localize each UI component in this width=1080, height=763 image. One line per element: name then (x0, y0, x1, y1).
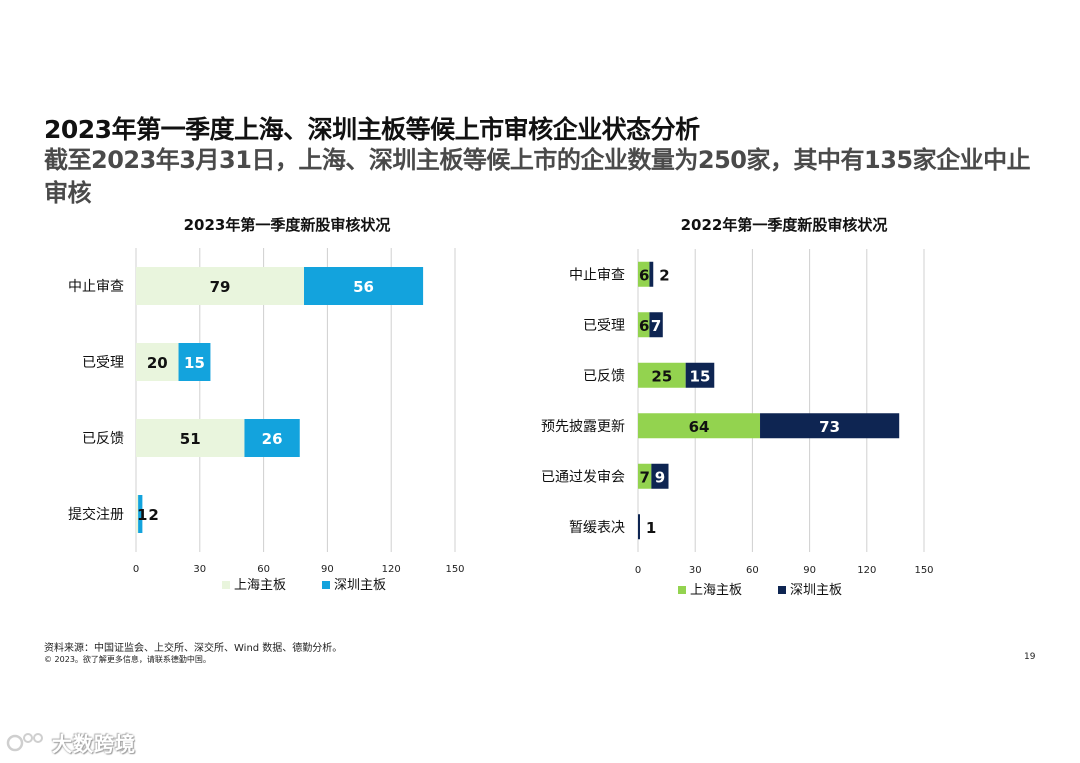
bar-shanghai (638, 261, 650, 287)
legend-label: 深圳主板 (790, 583, 842, 598)
bar-shenzhen (178, 343, 211, 381)
chart-title: 2023年第一季度新股审核状况 (184, 216, 391, 234)
category-label: 已反馈 (583, 368, 625, 384)
data-label: 15 (184, 354, 205, 372)
data-label: 7 (651, 317, 661, 335)
data-label: 7 (639, 468, 649, 486)
x-tick-label: 0 (133, 564, 139, 575)
x-tick-label: 120 (857, 565, 876, 576)
bar-shenzhen (138, 495, 143, 533)
bar-shenzhen (304, 267, 424, 305)
category-label: 中止审查 (569, 267, 625, 283)
x-tick-label: 150 (445, 564, 464, 575)
legend-label: 上海主板 (690, 583, 742, 598)
data-label: 64 (689, 418, 710, 436)
source-note: 资料来源：中国证监会、上交所、深交所、Wind 数据、德勤分析。 (44, 643, 343, 654)
page-number: 19 (1024, 652, 1036, 662)
bar-shanghai (638, 463, 652, 489)
bar-shanghai (638, 413, 761, 439)
x-tick-label: 60 (257, 564, 270, 575)
bar-shenzhen (760, 413, 900, 439)
data-label: 73 (819, 418, 840, 436)
category-label: 已反馈 (82, 431, 124, 447)
bar-shanghai (136, 343, 179, 381)
category-label: 暂缓表决 (569, 520, 625, 536)
data-label: 2 (659, 266, 669, 284)
bar-shanghai (136, 495, 139, 533)
data-label: 15 (690, 367, 711, 385)
legend-swatch (322, 581, 330, 589)
x-tick-label: 120 (382, 564, 401, 575)
data-label: 2 (148, 506, 158, 524)
bar-shenzhen (685, 362, 715, 388)
watermark-logo-icon (6, 733, 43, 752)
watermark-text: 大数跨境 (52, 731, 136, 756)
category-label: 预先披露更新 (541, 419, 625, 435)
data-label: 6 (639, 317, 649, 335)
bar-shanghai (638, 362, 686, 388)
bar-shenzhen (649, 312, 663, 338)
data-label: 9 (655, 468, 665, 486)
legend-label: 上海主板 (234, 578, 286, 593)
data-label: 51 (180, 430, 201, 448)
data-label: 6 (639, 266, 649, 284)
x-tick-label: 0 (635, 565, 641, 576)
data-label: 25 (651, 367, 672, 385)
category-label: 提交注册 (68, 506, 124, 523)
bar-shanghai (136, 419, 245, 457)
data-label: 79 (210, 278, 231, 296)
data-label: 1 (646, 519, 656, 537)
legend-swatch (778, 586, 786, 594)
x-tick-label: 90 (803, 565, 816, 576)
category-label: 已受理 (82, 355, 124, 371)
copyright-note: © 2023。欲了解更多信息，请联系德勤中国。 (44, 655, 211, 664)
category-label: 中止审查 (68, 279, 124, 295)
legend-label: 深圳主板 (334, 578, 386, 593)
page-title: 2023年第一季度上海、深圳主板等候上市审核企业状态分析 (44, 115, 700, 144)
watermark: 大数跨境 (6, 727, 136, 757)
bar-shenzhen (638, 514, 640, 540)
category-label: 已受理 (583, 318, 625, 334)
data-label: 1 (137, 506, 147, 524)
x-tick-label: 30 (193, 564, 206, 575)
data-label: 56 (353, 278, 374, 296)
x-tick-label: 150 (914, 565, 933, 576)
bar-shenzhen (244, 419, 300, 457)
legend-swatch (678, 586, 686, 594)
page-subtitle: 截至2023年3月31日，上海、深圳主板等候上市的企业数量为250家，其中有13… (44, 146, 1031, 207)
bar-shanghai (136, 267, 305, 305)
bar-shenzhen (649, 261, 654, 287)
chart-title: 2022年第一季度新股审核状况 (681, 216, 888, 234)
x-tick-label: 90 (321, 564, 334, 575)
category-label: 已通过发审会 (541, 469, 625, 485)
bar-shanghai (638, 312, 650, 338)
bar-shenzhen (651, 463, 669, 489)
data-label: 20 (147, 354, 168, 372)
data-label: 26 (262, 430, 283, 448)
legend-swatch (222, 581, 230, 589)
x-tick-label: 30 (689, 565, 702, 576)
x-tick-label: 60 (746, 565, 759, 576)
